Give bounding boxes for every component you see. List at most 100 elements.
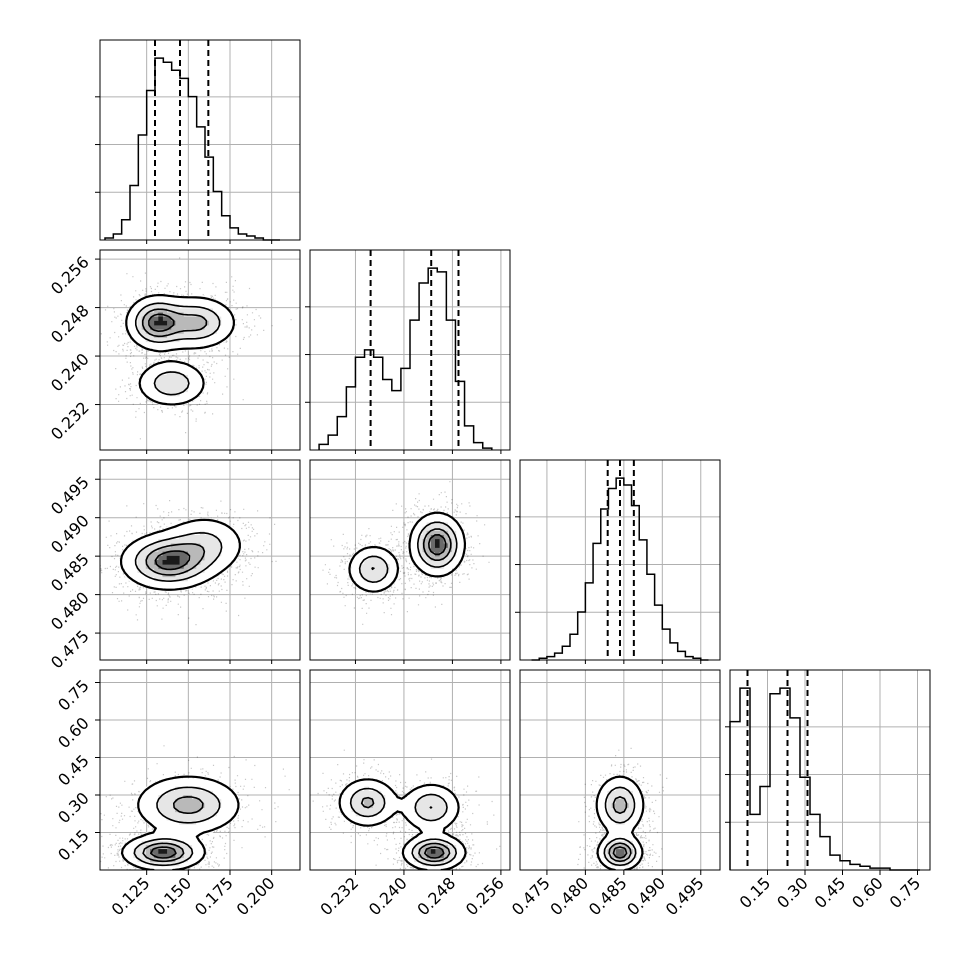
density-fill [154,316,168,326]
panel-content [100,460,300,660]
density-fill [364,799,448,863]
y-tick-label: 0.232 [47,398,93,444]
panel-content [520,670,720,870]
panel-frame [99,459,301,661]
histogram-p0 [95,39,301,241]
density-fill [435,539,440,548]
density-fill [430,849,436,854]
panel-frame [729,669,931,871]
density-fill [145,795,205,863]
contour-line [119,518,241,591]
scatter-panel-p0-p2 [99,459,301,661]
x-tick-label: 0.75 [886,873,925,912]
histogram-p2 [515,459,721,661]
y-tick-label: 0.45 [54,751,93,790]
y-axis-p3: 0.150.300.450.600.75 [54,676,100,865]
panel-frame [99,249,301,451]
contour-line [603,786,637,867]
y-tick-label: 0.248 [47,301,93,347]
y-tick-label: 0.480 [47,588,93,634]
x-tick-label: 0.232 [316,873,362,919]
density-fill [615,849,625,858]
contour-line [134,302,221,396]
contour-line [349,787,458,867]
x-tick-label: 0.200 [233,873,279,919]
scatter-panel-p1-p2 [309,459,511,661]
contour-line [150,846,177,859]
y-tick-label: 0.75 [54,676,93,715]
histogram-step [104,57,280,241]
y-tick-label: 0.495 [47,473,93,519]
panel-frame [519,669,721,871]
contour-line [133,786,221,867]
y-tick-label: 0.15 [54,826,93,865]
contour-line [424,846,445,859]
density-fill [162,555,180,565]
y-tick-label: 0.60 [54,713,93,752]
contour-line [612,846,628,859]
x-tick-label: 0.175 [191,873,237,919]
panel-content [100,250,300,450]
panel-frame [309,249,511,451]
panel-content [100,670,300,870]
panel-frame [309,459,511,661]
y-tick-label: 0.30 [54,788,93,827]
histogram-step [531,477,709,661]
scatter-panel-p1-p3 [309,669,511,871]
panel-background [310,670,510,870]
x-tick-label: 0.240 [365,873,411,919]
histogram-step [318,267,493,450]
histogram-p1 [305,249,511,451]
x-tick-label: 0.248 [413,873,459,919]
contour-line [142,795,204,863]
contour-line [428,534,447,556]
y-tick-label: 0.240 [47,349,93,395]
scatter-panel-p0-p1 [99,249,301,451]
contour-line [348,511,467,593]
y-tick-label: 0.475 [47,626,93,672]
x-tick-label: 0.480 [546,873,592,919]
x-tick-label: 0.150 [149,873,195,919]
x-axis-p1: 0.232 0.240 0.248 0.256 [316,870,508,919]
histogram-step [729,687,920,871]
x-tick-label: 0.15 [736,873,775,912]
contour-line [608,796,632,863]
contour-line [358,521,458,583]
contour-line [595,775,645,870]
histogram-p3 [725,669,931,871]
x-tick-label: 0.45 [811,873,850,912]
scatter-panel-p2-p3 [519,669,721,871]
x-tick-label: 0.125 [108,873,154,919]
contour-line [360,796,451,863]
x-tick-label: 0.475 [508,873,554,919]
scatter-panel-p0-p3 [99,669,301,871]
panel-content [310,460,510,660]
contour-line [141,308,208,338]
x-axis-p3: 0.150.300.450.600.75 [736,870,925,912]
panel-frame [99,669,301,871]
x-tick-label: 0.485 [585,873,631,919]
contour-line [148,313,175,332]
panel-frame [99,39,301,241]
x-tick-label: 0.256 [462,873,508,919]
x-tick-label: 0.30 [773,873,812,912]
y-tick-label: 0.256 [47,252,93,298]
panel-frame [309,669,511,871]
contour-line [134,532,223,582]
contour-line [338,778,467,870]
contour-line [125,293,235,406]
panel-background [100,40,300,240]
x-tick-label: 0.490 [623,873,669,919]
y-tick-label: 0.485 [47,550,93,596]
contour-line [371,528,452,571]
contour-line [145,543,206,576]
x-tick-label: 0.495 [662,873,708,919]
contour-line [120,775,240,870]
panel-frame [519,459,721,661]
contour-line [154,550,191,571]
